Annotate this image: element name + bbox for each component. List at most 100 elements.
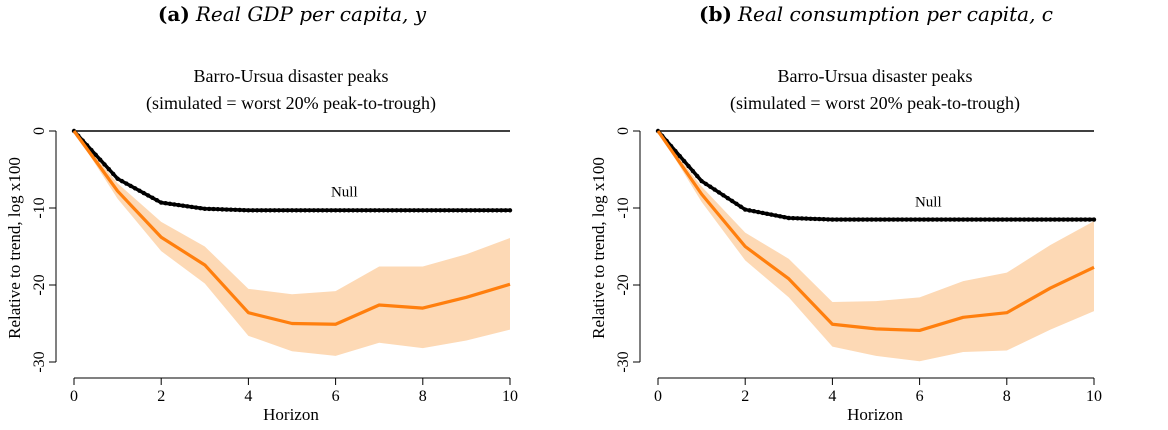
null-line-point [215,207,221,212]
null-line-point [830,217,835,222]
null-line-point [1026,217,1031,222]
panel-label: (a) [157,2,190,26]
null-line-point [97,157,103,162]
null-line-point [350,208,356,213]
null-line-point [712,187,717,192]
null-line-point [372,208,378,213]
y-axis-label: Relative to trend, log x100 [5,157,24,339]
null-line-point [991,217,996,222]
null-line-point [494,208,500,213]
null-line-point [241,207,247,213]
null-line-point [198,205,203,211]
null-line-point [206,206,212,212]
null-line-point [1013,217,1018,222]
null-line-point [695,173,700,179]
null-line-point [1022,217,1027,222]
null-line-point [302,208,308,213]
null-line-point [503,208,508,213]
null-line-point [917,217,922,222]
null-line-point [141,190,146,196]
null-line-point [381,208,386,213]
null-line-point [163,201,168,206]
null-line-point [329,208,334,213]
null-line-point [298,208,303,213]
null-line-point [424,208,430,213]
null-line-point [708,184,713,189]
null-line-point [899,217,905,222]
null-line-point [363,208,369,213]
null-line-point [686,163,691,169]
null-line-point [333,208,338,213]
y-tick-label: -10 [31,197,48,218]
null-line-point [921,217,927,222]
y-tick-label: -20 [615,274,632,295]
null-line-point [359,208,364,213]
null-line-point [102,162,107,167]
null-line-point [782,214,787,220]
null-line-point [869,217,874,222]
null-line-point [472,208,478,213]
null-line-point [185,204,190,209]
null-line-point [886,217,892,222]
null-line-point [438,208,443,213]
null-line-point [1087,217,1092,222]
null-line-point [913,217,918,222]
null-line-point [486,208,491,213]
chart-title: Barro-Ursua disaster peaks [194,66,389,86]
null-line-point [429,208,434,213]
null-line-point [159,200,164,205]
null-line [72,129,510,213]
null-line-point [145,193,151,198]
annotation-null: Null [331,184,358,200]
data-line [656,130,1095,333]
null-line-point [856,217,861,222]
null-line-point [385,208,391,213]
null-line-point [342,208,347,213]
null-line-point [1048,217,1053,222]
null-line-point [254,208,260,213]
null-line-point [738,204,744,209]
null-line-point [499,208,504,213]
x-axis-label: Horizon [263,405,319,424]
null-line-point [895,217,900,222]
null-line-point [978,217,983,222]
null-line-point [852,217,857,222]
null-line-point [176,202,181,208]
null-line-point [263,208,269,213]
null-line-point [930,217,935,222]
null-line-point [398,208,404,213]
null-line-point [507,208,513,213]
confidence-band [74,131,510,356]
null-line-point [987,217,992,222]
null-line-point [1070,217,1075,222]
null-line-point [320,208,325,213]
x-tick-label: 0 [70,388,78,405]
null-line-point [756,209,761,215]
null-line-point [1056,217,1062,222]
null-line-point [233,207,238,213]
null-line-point [743,207,748,212]
null-line-point [804,216,809,221]
null-line-point [294,208,299,213]
x-tick-label: 2 [157,388,165,405]
null-line-point [790,215,796,221]
null-line-point [904,217,909,222]
panel-label: (b) [699,2,732,26]
null-line-point [167,201,173,207]
null-line-point [956,217,962,222]
null-line-point [1091,217,1097,222]
panel-caption: (a) Real GDP per capita, y [0,2,584,26]
null-line-point [468,208,473,213]
null-line-point [285,208,290,213]
null-line-point [420,208,425,213]
null-line-point [1000,217,1005,222]
null-line-point [93,152,99,158]
y-tick-label: 0 [31,127,48,135]
null-line-point [455,208,460,213]
null-line-point [315,208,321,213]
x-tick-label: 4 [244,388,252,405]
null-line-point [1061,217,1066,222]
null-line-point [878,217,883,222]
null-line-point [934,217,940,222]
null-line-point [411,208,417,213]
